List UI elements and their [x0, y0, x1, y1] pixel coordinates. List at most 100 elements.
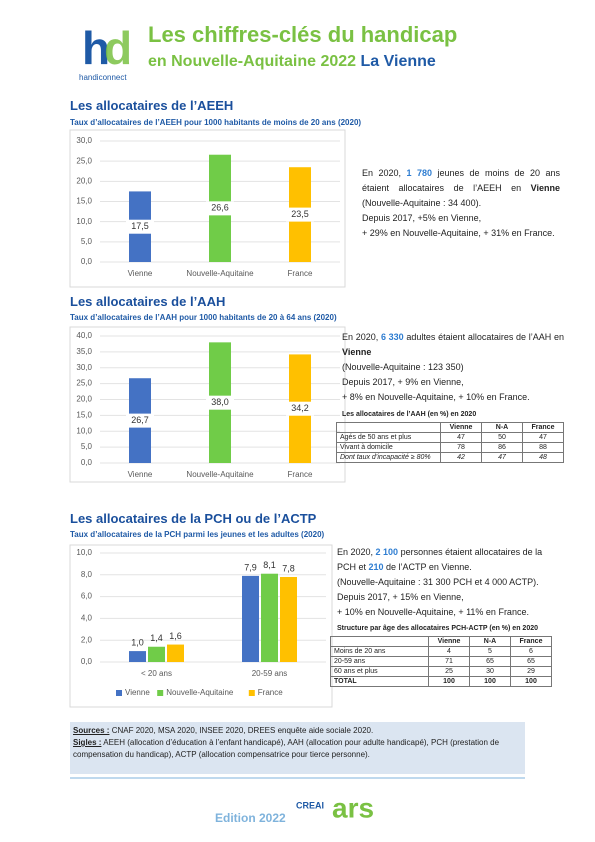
- header-cell: Vienne: [428, 636, 470, 647]
- legend-label: Vienne: [125, 688, 150, 697]
- chart-title: Taux d’allocataires de l’AAH pour 1000 h…: [70, 313, 337, 322]
- table-row: 20-59 ans 71 65 65: [330, 656, 552, 667]
- subtitle-text: en Nouvelle-Aquitaine 2022: [148, 53, 357, 70]
- section-heading: Les allocataires de la PCH ou de l’ACTP: [70, 511, 317, 526]
- table-cell: 50: [481, 432, 523, 443]
- table-cell: 60 ans et plus: [330, 666, 429, 677]
- bar: [280, 576, 297, 662]
- table-header: Vienne N-A France: [330, 636, 552, 647]
- table-row: 60 ans et plus 25 30 29: [330, 666, 552, 677]
- text: Vienne: [530, 183, 560, 193]
- value-label: 7,8: [282, 563, 295, 573]
- value-label: 38,0: [211, 397, 229, 407]
- legend-label: France: [258, 688, 283, 697]
- table-header: Vienne N-A France: [336, 422, 564, 433]
- x-tick-label: Nouvelle-Aquitaine: [186, 470, 254, 479]
- table-cell: 48: [522, 452, 564, 463]
- table-cell: 6: [510, 646, 552, 657]
- header-cell: France: [510, 636, 552, 647]
- legend-swatch: [116, 690, 122, 696]
- table-cell: 88: [522, 442, 564, 453]
- value-label-box: [286, 401, 314, 416]
- table-cell: 78: [440, 442, 482, 453]
- table-cell: 65: [510, 656, 552, 667]
- table-cell: 100: [469, 676, 511, 687]
- legend-label: Nouvelle-Aquitaine: [166, 688, 234, 697]
- y-tick-label: 20,0: [76, 395, 92, 404]
- logo-ars: ars: [332, 792, 374, 823]
- y-tick-label: 8,0: [81, 570, 93, 579]
- value-label-box: [126, 413, 154, 428]
- text: (Nouvelle-Aquitaine : 34 400).: [362, 198, 482, 208]
- key-number: 2 100: [375, 547, 399, 557]
- y-tick-label: 40,0: [76, 331, 92, 340]
- table-row: Moins de 20 ans 4 5 6: [330, 646, 552, 657]
- title: Les chiffres-clés du handicap: [148, 22, 458, 47]
- y-tick-label: 0,0: [81, 657, 93, 666]
- x-tick-label: Vienne: [128, 269, 153, 278]
- text: (Nouvelle-Aquitaine : 31 300 PCH et 4 00…: [337, 577, 539, 587]
- label: Sigles :: [73, 738, 102, 747]
- subtitle: en Nouvelle-Aquitaine 2022 La Vienne: [148, 53, 436, 71]
- table-title: Les allocataires de l’AAH (en %) en 2020: [342, 411, 477, 418]
- key-number: 1 780: [406, 168, 433, 178]
- table-cell: 29: [510, 666, 552, 677]
- chart-title: Taux d’allocataires de l’AEEH pour 1000 …: [70, 118, 362, 127]
- y-tick-label: 5,0: [81, 442, 93, 451]
- bar: [242, 575, 259, 662]
- y-tick-label: 2,0: [81, 635, 93, 644]
- y-tick-label: 30,0: [76, 363, 92, 372]
- label: Sources :: [73, 726, 110, 735]
- table: Vienne N-A France Moins de 20 ans 4 5 6 20-59 a…: [330, 636, 552, 687]
- table-cell: 25: [428, 666, 470, 677]
- table-cell: 47: [522, 432, 564, 443]
- legend-swatch: [157, 690, 164, 696]
- footer-box: Sources : CNAF 2020, MSA 2020, INSEE 202…: [70, 722, 525, 774]
- table-cell: 100: [428, 676, 470, 687]
- header-cell: [330, 636, 429, 647]
- logo-mark: h: [82, 22, 110, 74]
- y-tick-label: 25,0: [76, 156, 92, 165]
- text: Depuis 2017, + 9% en Vienne,: [342, 377, 464, 387]
- key-number: 6 330: [380, 332, 404, 342]
- logo-text: handiconnect: [79, 73, 127, 82]
- table-cell: 100: [510, 676, 552, 687]
- y-tick-label: 15,0: [76, 197, 92, 206]
- y-tick-label: 10,0: [76, 217, 92, 226]
- table: Vienne N-A France Agés de 50 ans et plus 47 5…: [336, 422, 564, 463]
- value-label-box: [206, 395, 234, 410]
- paragraph: En 2020, 2 100 personnes étaient allocat…: [337, 545, 559, 620]
- section-heading: Les allocataires de l’AEEH: [70, 98, 234, 113]
- x-tick-label: France: [288, 470, 313, 479]
- text: En 2020,: [342, 332, 381, 342]
- bar: [148, 646, 165, 662]
- y-tick-label: 0,0: [81, 458, 93, 467]
- edition: Edition 2022: [215, 811, 286, 825]
- header-cell: France: [522, 422, 564, 433]
- chart-frame: [69, 129, 346, 288]
- table-cell: Agés de 50 ans et plus: [336, 432, 441, 443]
- y-tick-label: 0,0: [81, 257, 93, 266]
- y-tick-label: 30,0: [76, 136, 92, 145]
- text: jeunes de moins de 20 ans étaient alloca…: [362, 168, 560, 193]
- y-tick-label: 10,0: [76, 426, 92, 435]
- value-label: 17,5: [131, 221, 149, 231]
- value-label: 26,7: [131, 415, 149, 425]
- header-cell: Vienne: [440, 422, 482, 433]
- table-cell: 4: [428, 646, 470, 657]
- table-cell: Dont taux d’incapacité ≥ 80%: [336, 452, 441, 463]
- value-label: 1,6: [169, 631, 182, 641]
- table-cell: 42: [440, 452, 482, 463]
- chart-frame: [69, 544, 333, 708]
- y-tick-label: 6,0: [81, 592, 93, 601]
- value-label: 34,2: [291, 403, 309, 413]
- bar: [129, 651, 146, 662]
- table-row: Vivant à domicile 78 86 88: [336, 442, 564, 453]
- text: En 2020,: [362, 168, 407, 178]
- legend-swatch: [248, 690, 255, 696]
- text: (Nouvelle-Aquitaine : 123 350): [342, 362, 464, 372]
- paragraph: En 2020, 6 330 adultes étaient allocatai…: [342, 330, 564, 405]
- table-cell: 65: [469, 656, 511, 667]
